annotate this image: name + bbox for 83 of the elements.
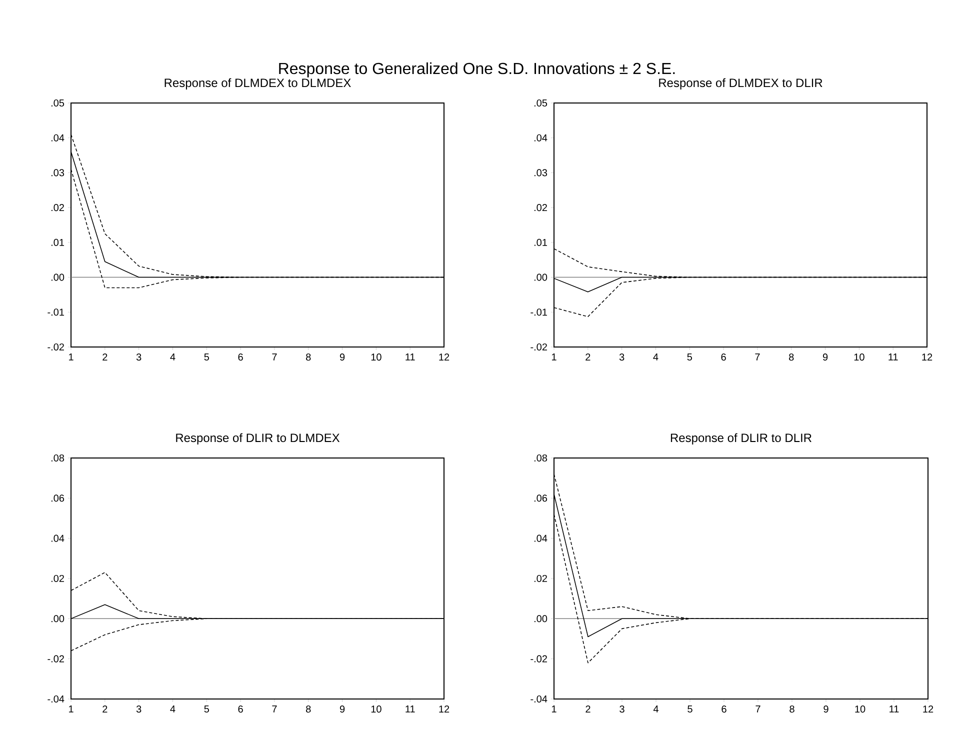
- x-tick-label: 4: [170, 706, 176, 712]
- x-tick-label: 5: [204, 706, 210, 712]
- y-tick-label: .00: [51, 615, 64, 622]
- x-tick-label: 2: [586, 706, 590, 712]
- y-tick-label: -.01: [530, 308, 547, 316]
- y-tick-label: .00: [534, 274, 548, 281]
- chart-subtitle: Response of DLMDEX to DLMDEX: [164, 78, 351, 90]
- x-tick-label: 7: [272, 706, 277, 712]
- x-tick-label: 2: [102, 354, 108, 361]
- y-tick-label: .04: [51, 134, 64, 142]
- x-tick-label: 1: [68, 706, 74, 712]
- y-tick-label: -.02: [48, 343, 64, 351]
- x-tick-label: 2: [586, 354, 590, 361]
- y-tick-label: .00: [534, 615, 548, 622]
- x-tick-label: 9: [824, 706, 828, 713]
- x-tick-label: 12: [923, 706, 934, 712]
- y-tick-label: .08: [534, 454, 548, 462]
- x-tick-label: 11: [406, 706, 415, 712]
- y-tick-label: .01: [534, 238, 547, 246]
- x-tick-label: 11: [890, 706, 899, 712]
- x-tick-label: 6: [238, 354, 243, 361]
- text: Response to Generalized One S.D. Innovations ± 2 S.E.: [279, 62, 675, 78]
- y-tick-label: .05: [51, 99, 64, 107]
- x-tick-label: 12: [439, 354, 450, 361]
- x-tick-label: 9: [340, 706, 345, 713]
- x-tick-label: 4: [653, 706, 658, 712]
- x-tick-label: 5: [688, 706, 692, 712]
- y-tick-label: -.04: [48, 695, 64, 703]
- x-tick-label: 5: [687, 354, 692, 360]
- y-tick-label: .02: [534, 574, 547, 582]
- y-tick-label: -.04: [530, 695, 548, 703]
- x-tick-label: 8: [306, 354, 311, 361]
- y-tick-label: -.02: [48, 655, 64, 662]
- y-tick-label: .02: [51, 204, 64, 212]
- x-tick-label: 7: [756, 706, 760, 712]
- y-tick-label: .05: [534, 99, 548, 107]
- x-tick-label: 9: [822, 354, 828, 361]
- x-tick-label: 10: [854, 354, 864, 361]
- y-tick-label: .08: [51, 454, 64, 462]
- x-tick-label: 10: [855, 706, 866, 713]
- y-tick-label: .02: [534, 204, 547, 212]
- x-tick-label: 12: [439, 706, 450, 712]
- y-tick-label: -.02: [530, 343, 547, 351]
- x-tick-label: 1: [552, 706, 556, 712]
- chart-title: Response of DLIR to DLMDEX: [176, 433, 340, 444]
- x-tick-label: 11: [888, 354, 898, 360]
- x-tick-label: 6: [721, 354, 726, 361]
- chart-title: Response of DLIR to DLIR: [670, 433, 812, 444]
- x-tick-label: 11: [406, 354, 415, 360]
- x-tick-label: 10: [371, 354, 382, 361]
- x-tick-label: 4: [653, 354, 658, 360]
- x-tick-label: 10: [371, 706, 382, 713]
- x-tick-label: 5: [204, 354, 210, 360]
- y-tick-label: -.02: [530, 655, 547, 662]
- x-tick-label: 1: [68, 354, 74, 360]
- x-tick-label: 3: [136, 706, 142, 713]
- x-tick-label: 1: [552, 354, 556, 360]
- x-tick-label: 3: [620, 706, 624, 713]
- x-tick-label: 8: [306, 706, 311, 713]
- y-tick-label: .01: [51, 238, 64, 246]
- y-tick-label: .04: [534, 134, 548, 142]
- x-tick-label: 12: [922, 354, 932, 361]
- y-tick-label: .06: [51, 494, 64, 502]
- y-tick-label: .00: [51, 274, 64, 281]
- chart-title: Response of DLMDEX to DLIR: [659, 78, 822, 90]
- x-tick-label: 2: [102, 706, 108, 712]
- y-tick-label: .03: [534, 169, 548, 176]
- x-tick-label: 3: [136, 354, 142, 361]
- x-tick-label: 8: [790, 706, 794, 713]
- x-tick-label: 7: [755, 354, 760, 360]
- y-tick-label: -.01: [48, 308, 64, 316]
- x-tick-label: 4: [170, 354, 176, 360]
- y-tick-label: .06: [534, 494, 548, 502]
- x-tick-label: 3: [619, 354, 624, 361]
- x-tick-label: 7: [272, 354, 277, 360]
- x-tick-label: 6: [238, 706, 243, 713]
- x-tick-label: 8: [789, 354, 794, 361]
- x-tick-label: 6: [722, 706, 726, 713]
- x-tick-label: 9: [340, 354, 345, 361]
- y-tick-label: .04: [534, 534, 548, 542]
- y-tick-label: .03: [51, 169, 64, 176]
- y-tick-label: .02: [51, 574, 64, 582]
- y-tick-label: .04: [51, 534, 64, 542]
